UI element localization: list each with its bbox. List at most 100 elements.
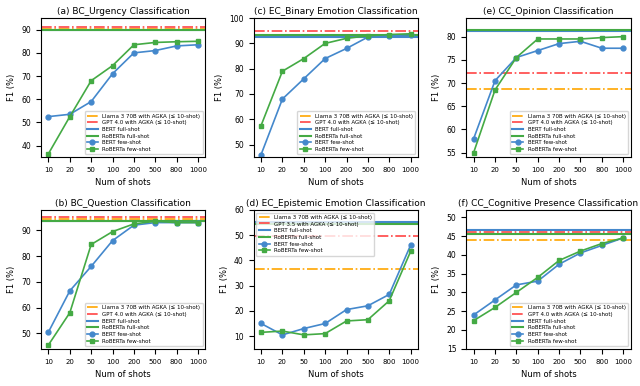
- RoBERTa few-shot: [407, 32, 415, 36]
- BERT few-shot: [407, 243, 415, 247]
- BERT few-shot: [87, 99, 95, 104]
- RoBERTa few-shot: [152, 40, 159, 45]
- BERT few-shot: [300, 326, 308, 331]
- BERT few-shot: [620, 235, 627, 240]
- BERT full-shot: [491, 29, 499, 34]
- Llama 3 70B with AGKA (≤ 10-shot): [45, 27, 52, 32]
- Title: (c) EC_Binary Emotion Classification: (c) EC_Binary Emotion Classification: [254, 7, 418, 16]
- X-axis label: Num of shots: Num of shots: [308, 178, 364, 188]
- Y-axis label: F1 (%): F1 (%): [215, 74, 224, 101]
- RoBERTa full-shot: [470, 27, 477, 32]
- Llama 3 70B with AGKA (≤ 10-shot): [257, 34, 265, 38]
- Y-axis label: F1 (%): F1 (%): [432, 74, 441, 101]
- Legend: Llama 3 70B with AGKA (≤ 10-shot), GPT 4.0 with AGKA (≤ 10-shot), BERT full-shot: Llama 3 70B with AGKA (≤ 10-shot), GPT 4…: [84, 111, 203, 154]
- Line: RoBERTa few-shot: RoBERTa few-shot: [259, 249, 413, 337]
- Llama 3 70B with AGKA (≤ 10-shot): [470, 86, 477, 91]
- RoBERTa few-shot: [556, 258, 563, 263]
- BERT few-shot: [87, 264, 95, 269]
- RoBERTa few-shot: [278, 69, 286, 73]
- BERT full-shot: [45, 219, 52, 223]
- BERT few-shot: [364, 35, 372, 39]
- RoBERTa few-shot: [598, 35, 605, 40]
- BERT few-shot: [342, 46, 350, 51]
- Line: BERT few-shot: BERT few-shot: [259, 32, 413, 157]
- BERT full-shot: [257, 220, 265, 225]
- Llama 3 70B with AGKA (≤ 10-shot): [470, 237, 477, 242]
- RoBERTa few-shot: [194, 220, 202, 225]
- RoBERTa few-shot: [364, 317, 372, 322]
- RoBERTa few-shot: [342, 36, 350, 41]
- Title: (e) CC_Opinion Classification: (e) CC_Opinion Classification: [483, 7, 614, 16]
- RoBERTa full-shot: [45, 28, 52, 32]
- RoBERTa few-shot: [173, 39, 180, 44]
- Line: BERT few-shot: BERT few-shot: [46, 42, 200, 119]
- Llama 3 70B with AGKA (≤ 10-shot): [257, 267, 265, 271]
- RoBERTa full-shot: [66, 218, 74, 223]
- Llama 3 70B with AGKA (≤ 10-shot): [491, 86, 499, 91]
- RoBERTa few-shot: [385, 298, 393, 303]
- GPT 4.0 with AGKA (≤ 10-shot): [66, 25, 74, 30]
- BERT few-shot: [534, 48, 541, 53]
- X-axis label: Num of shots: Num of shots: [520, 178, 576, 188]
- BERT few-shot: [130, 51, 138, 55]
- Line: BERT few-shot: BERT few-shot: [471, 39, 626, 141]
- BERT full-shot: [257, 35, 265, 39]
- BERT few-shot: [173, 220, 180, 225]
- BERT few-shot: [556, 41, 563, 46]
- X-axis label: Num of shots: Num of shots: [95, 178, 151, 188]
- RoBERTa few-shot: [300, 333, 308, 337]
- GPT 4.0 with AGKA (≤ 10-shot): [257, 29, 265, 33]
- BERT few-shot: [364, 303, 372, 308]
- BERT few-shot: [470, 136, 477, 141]
- BERT few-shot: [45, 114, 52, 119]
- RoBERTa few-shot: [470, 150, 477, 155]
- RoBERTa few-shot: [109, 63, 116, 68]
- RoBERTa few-shot: [491, 88, 499, 92]
- BERT full-shot: [66, 27, 74, 32]
- GPT 4.0 with AGKA (≤ 10-shot): [491, 230, 499, 235]
- Legend: Llama 3 70B with AGKA (≤ 10-shot), GPT 4.0 with AGKA (≤ 10-shot), BERT full-shot: Llama 3 70B with AGKA (≤ 10-shot), GPT 4…: [84, 303, 203, 346]
- BERT few-shot: [152, 48, 159, 53]
- RoBERTa few-shot: [491, 305, 499, 310]
- RoBERTa few-shot: [66, 310, 74, 315]
- BERT few-shot: [66, 112, 74, 117]
- RoBERTa few-shot: [130, 42, 138, 47]
- BERT few-shot: [130, 223, 138, 227]
- RoBERTa few-shot: [577, 249, 584, 253]
- RoBERTa full-shot: [278, 32, 286, 37]
- Line: RoBERTa few-shot: RoBERTa few-shot: [471, 34, 626, 155]
- Y-axis label: F1 (%): F1 (%): [220, 266, 228, 293]
- RoBERTa full-shot: [470, 232, 477, 237]
- X-axis label: Num of shots: Num of shots: [95, 370, 151, 379]
- RoBERTa few-shot: [470, 318, 477, 323]
- BERT few-shot: [45, 330, 52, 334]
- Legend: Llama 3 70B with AGKA (≤ 10-shot), GPT 4.0 with AGKA (≤ 10-shot), BERT full-shot: Llama 3 70B with AGKA (≤ 10-shot), GPT 4…: [298, 111, 415, 154]
- Llama 3 70B with AGKA (≤ 10-shot): [278, 267, 286, 271]
- Line: BERT few-shot: BERT few-shot: [259, 243, 413, 337]
- Line: RoBERTa few-shot: RoBERTa few-shot: [46, 219, 200, 347]
- Y-axis label: F1 (%): F1 (%): [432, 266, 441, 293]
- BERT few-shot: [278, 333, 286, 337]
- RoBERTa few-shot: [556, 37, 563, 41]
- BERT few-shot: [470, 313, 477, 317]
- BERT full-shot: [491, 228, 499, 233]
- Line: BERT few-shot: BERT few-shot: [46, 220, 200, 335]
- Line: BERT few-shot: BERT few-shot: [471, 235, 626, 317]
- RoBERTa few-shot: [194, 39, 202, 44]
- Title: (f) CC_Cognitive Presence Classification: (f) CC_Cognitive Presence Classification: [458, 198, 639, 208]
- BERT few-shot: [620, 46, 627, 51]
- BERT full-shot: [45, 27, 52, 32]
- Llama 3 70B with AGKA (≤ 10-shot): [278, 34, 286, 38]
- Legend: Llama 3 70B with AGKA (≤ 10-shot), GPT 4.0 with AGKA (≤ 10-shot), BERT full-shot: Llama 3 70B with AGKA (≤ 10-shot), GPT 4…: [510, 303, 628, 346]
- Line: RoBERTa few-shot: RoBERTa few-shot: [259, 31, 413, 128]
- RoBERTa few-shot: [513, 290, 520, 295]
- BERT few-shot: [513, 283, 520, 287]
- RoBERTa full-shot: [257, 32, 265, 37]
- GPT 4.0 with AGKA (≤ 10-shot): [491, 71, 499, 75]
- RoBERTa few-shot: [300, 56, 308, 61]
- BERT few-shot: [534, 279, 541, 283]
- GPT 3.5 with AGKA (≤ 10-shot): [257, 234, 265, 239]
- RoBERTa full-shot: [257, 221, 265, 226]
- BERT few-shot: [109, 71, 116, 76]
- BERT few-shot: [491, 78, 499, 83]
